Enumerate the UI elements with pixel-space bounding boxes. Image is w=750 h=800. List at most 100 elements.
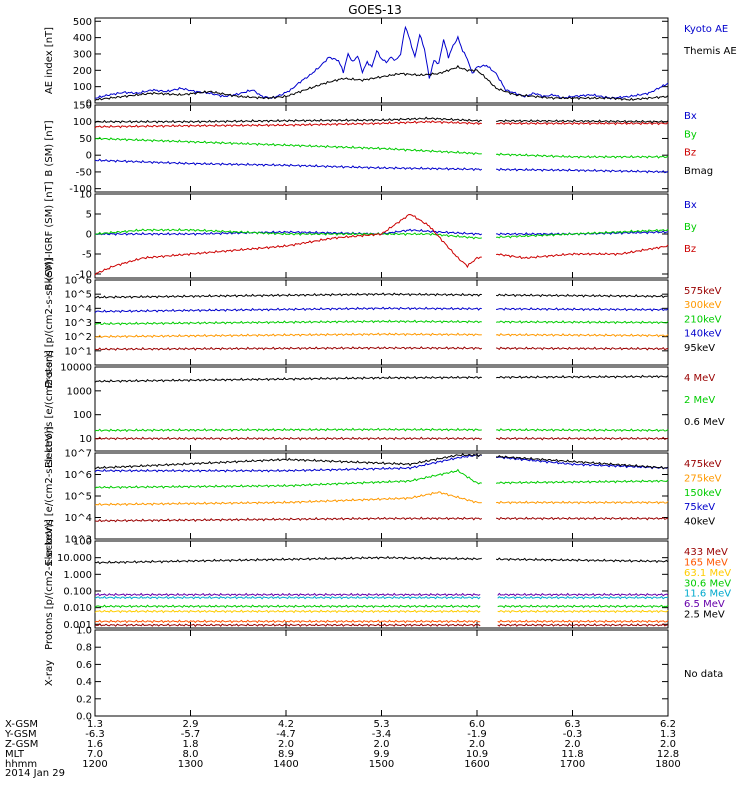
series-line	[94, 120, 669, 129]
footer-cell: 2.0	[660, 739, 676, 750]
series-line	[94, 619, 669, 624]
series-line	[94, 213, 669, 276]
y-tick-label: 500	[73, 17, 92, 28]
chart-panel: 0 100 200 300 400 500 AE index [nT] Kyoto AE The…	[44, 17, 737, 110]
series-line	[94, 306, 669, 314]
y-axis-label: Electrons [e/(cm2-s-sr)]	[44, 350, 55, 468]
footer-row-label: X-GSM	[5, 719, 38, 730]
legend-entry: 150keV	[684, 488, 722, 499]
legend-entry: Bmag	[684, 166, 713, 177]
series-line	[94, 332, 669, 339]
y-tick-label: 1.0	[76, 626, 92, 637]
footer-cell: -0.3	[563, 729, 583, 740]
y-tick-label: 1000	[67, 386, 92, 397]
series-line	[94, 491, 669, 507]
series-line	[94, 516, 669, 523]
y-tick-label: 400	[73, 33, 92, 44]
legend-entry: Kyoto AE	[684, 24, 728, 35]
footer-cell: 8.9	[278, 749, 294, 760]
y-tick-label: 5	[86, 210, 92, 221]
footer-cell: 2.0	[374, 739, 390, 750]
y-axis-label: B (SM)-IGRF (SM) [nT]	[44, 181, 55, 290]
panel-frame	[94, 193, 669, 279]
y-axis-label: Electrons [e/(cm2-s-sr-keV)]	[44, 426, 55, 565]
no-data-label: No data	[684, 669, 723, 680]
y-tick-label: 0.2	[76, 694, 92, 705]
legend-entry: 0.6 MeV	[684, 417, 725, 428]
legend-entry: 433 MeV	[684, 547, 728, 558]
footer-cell: 7.0	[87, 749, 103, 760]
footer-cell: -6.3	[85, 729, 105, 740]
series-line	[94, 64, 669, 101]
footer-cell: 1400	[273, 759, 298, 770]
y-tick-label: 10^5	[65, 492, 92, 503]
footer-cell: 1200	[82, 759, 107, 770]
series-line	[94, 319, 669, 326]
legend-entry: 40keV	[684, 517, 715, 528]
y-tick-label: 10^3	[65, 318, 92, 329]
series-line	[94, 555, 669, 565]
footer-cell: 2.0	[469, 739, 485, 750]
chart-panel: 0.0 0.2 0.4 0.6 0.8 1.0 X-ray No data	[44, 626, 723, 723]
panel-frame	[94, 17, 669, 104]
y-tick-label: 10	[79, 434, 92, 445]
chart-panel: 10 100 1000 10000 Electrons [e/(cm2-s-sr)] 4 …	[44, 350, 725, 468]
y-tick-label: 300	[73, 49, 92, 60]
footer-row-label: hhmm	[5, 759, 37, 770]
legend-entry: 6.5 MeV	[684, 599, 725, 610]
footer-cell: 10.9	[466, 749, 488, 760]
footer-cell: 9.9	[374, 749, 390, 760]
footer-row-label: Y-GSM	[4, 729, 37, 740]
chart-panel: 0.001 0.010 0.100 1.000 10.000 100 Protons [p/…	[44, 519, 731, 650]
footer-cell: 1800	[655, 759, 680, 770]
y-tick-label: 10	[79, 190, 92, 201]
footer-cell: 6.3	[565, 719, 581, 730]
y-tick-label: 0	[86, 99, 92, 110]
y-tick-label: 10^6	[65, 276, 92, 287]
y-axis-label: X-ray	[44, 660, 55, 686]
chart-panel: 10^3 10^4 10^5 10^6 10^7 Electrons [e/(cm2-s-…	[44, 426, 722, 565]
series-line	[94, 136, 669, 159]
footer-row-label: Z-GSM	[5, 739, 38, 750]
y-tick-label: 0.001	[63, 620, 92, 631]
series-line	[94, 436, 669, 441]
series-line	[94, 228, 669, 240]
legend-entry: 165 MeV	[684, 557, 728, 568]
footer-cell: 2.9	[183, 719, 199, 730]
chart-panel: 10^1 10^2 10^3 10^4 10^5 10^6 Protons [p/(cm2-…	[44, 257, 722, 388]
footer-cell: 6.0	[469, 719, 485, 730]
legend-entry: Bz	[684, 244, 696, 255]
footer-row-label: MLT	[5, 749, 25, 760]
panel-frame	[94, 452, 669, 540]
y-tick-label: 100	[73, 537, 92, 548]
legend-entry: 575keV	[684, 286, 722, 297]
footer-cell: 1.3	[87, 719, 103, 730]
y-tick-label: 10000	[60, 363, 92, 374]
plot-title: GOES-13	[348, 3, 402, 17]
y-tick-label: 10^4	[65, 513, 92, 524]
y-tick-label: -50	[76, 167, 92, 178]
series-line	[94, 453, 669, 473]
series-line	[94, 604, 669, 609]
legend-entry: Bz	[684, 148, 696, 159]
y-tick-label: 10^1	[65, 346, 92, 357]
y-tick-label: 1.000	[63, 570, 92, 581]
footer-cell: 1600	[464, 759, 489, 770]
legend-entry: 95keV	[684, 343, 715, 354]
footer-cell: 11.8	[561, 749, 583, 760]
y-tick-label: 100	[73, 82, 92, 93]
y-axis-label: Protons [p/(cm2-s-sr-keV)]	[44, 519, 55, 650]
y-axis-label: B (SM) [nT]	[44, 120, 55, 176]
legend-entry: 4 MeV	[684, 373, 715, 384]
legend-entry: 75keV	[684, 502, 715, 513]
legend-entry: 11.6 MeV	[684, 589, 731, 600]
y-tick-label: -10	[76, 270, 92, 281]
panel-frame	[94, 540, 669, 629]
y-tick-label: -5	[82, 250, 92, 261]
y-tick-label: 100	[73, 117, 92, 128]
y-tick-label: 10^4	[65, 304, 92, 315]
legend-entry: 475keV	[684, 459, 722, 470]
y-tick-label: 150	[73, 101, 92, 112]
series-line	[94, 453, 669, 470]
